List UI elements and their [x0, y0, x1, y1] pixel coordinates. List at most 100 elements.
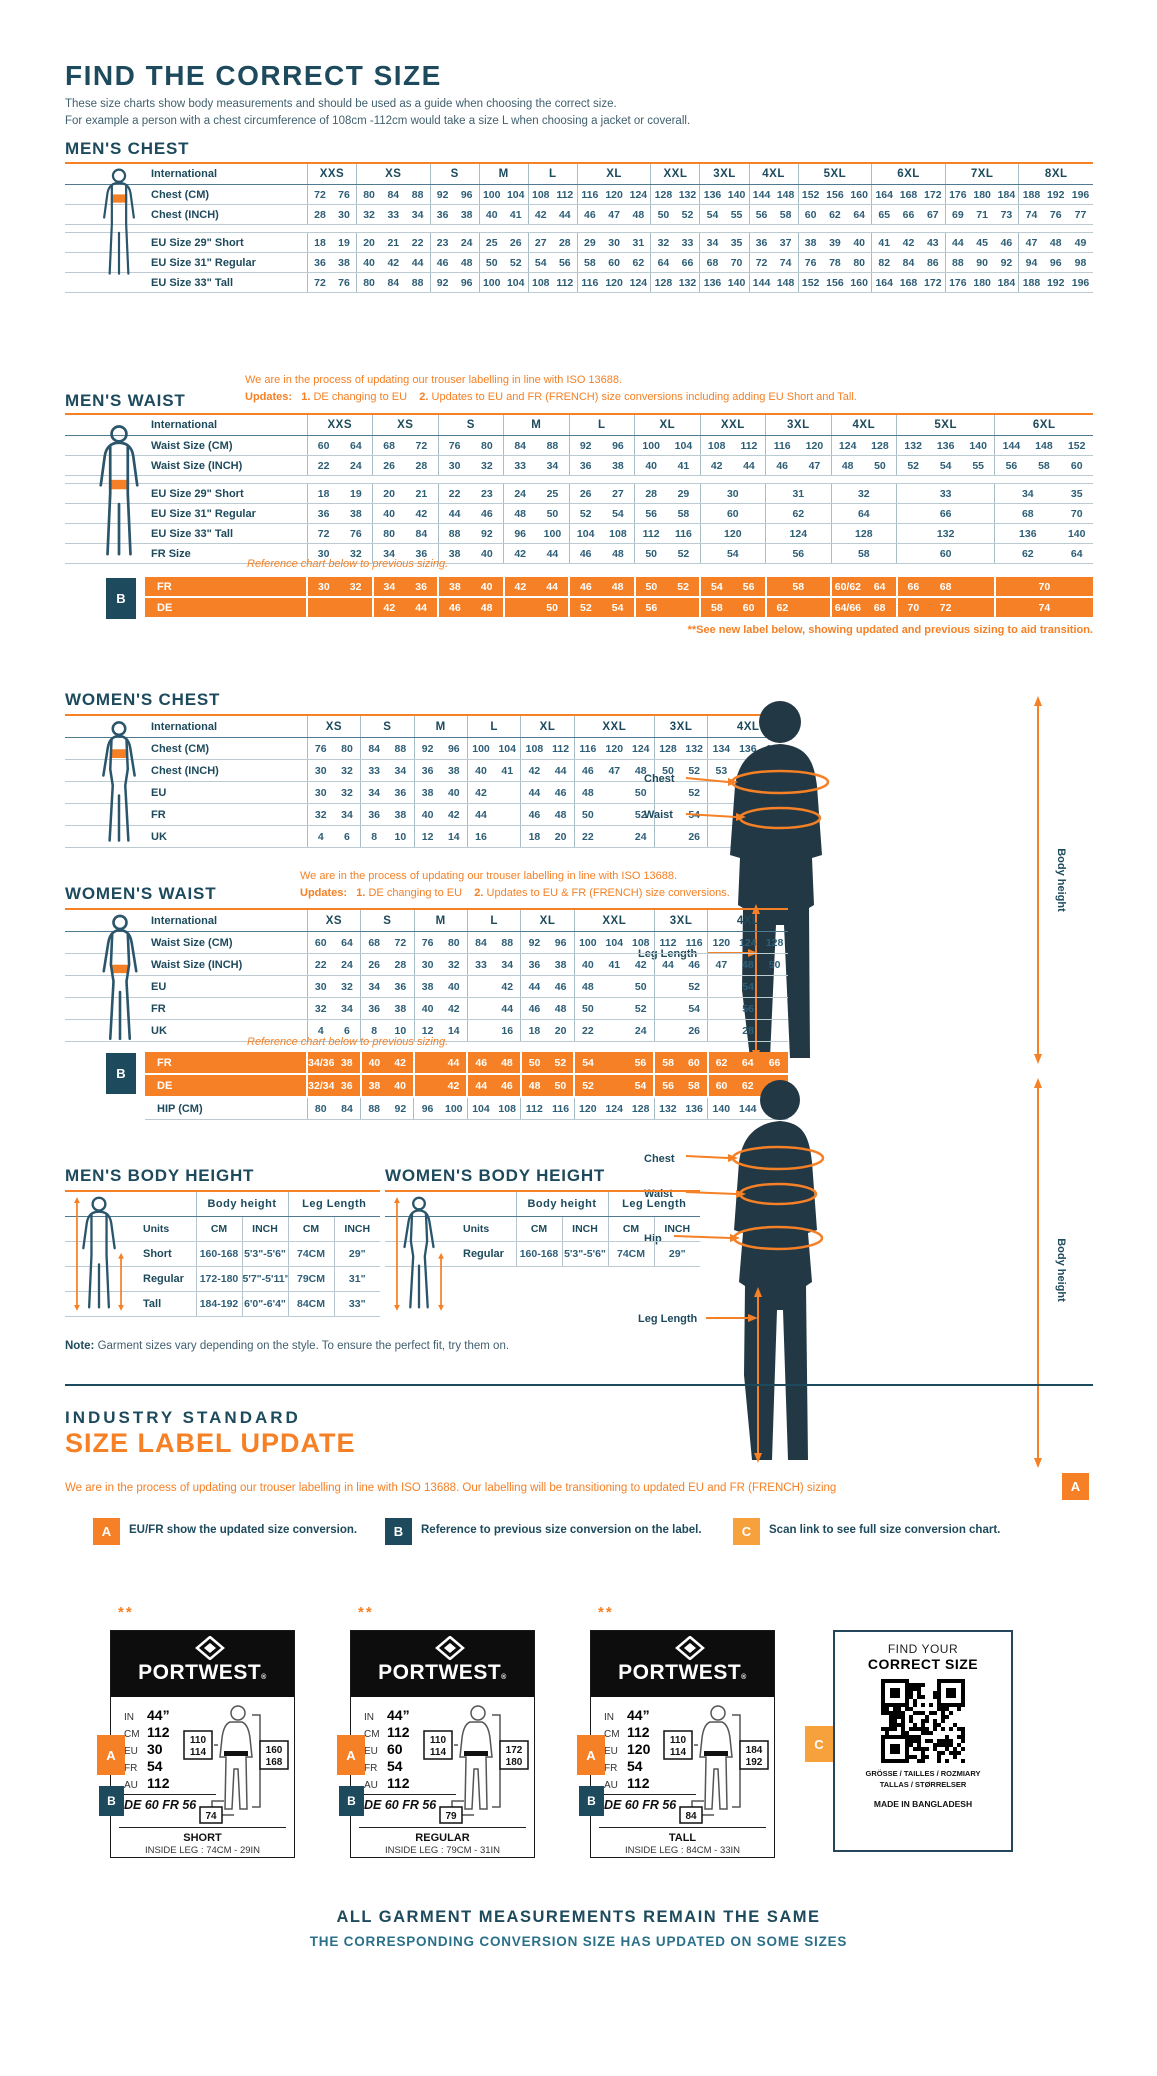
mens-height-figure-icon	[74, 1196, 124, 1311]
svg-text:Chest: Chest	[644, 1153, 675, 1165]
size-spec-list: IN 44” CM 112 EU 120 FR 54 AU 112 DE 60 FR 56	[604, 1707, 696, 1812]
legend-text-b: Reference to previous size conversion on…	[421, 1524, 702, 1536]
table-row: EU Size 33" Tall 72 76 80 84 88 92 96 100 104 108 1…	[65, 523, 1094, 544]
qr-panel: FIND YOUR CORRECT SIZE GRÖSSE / TAILLES …	[833, 1630, 1013, 1852]
card-badge-a: A	[337, 1735, 365, 1775]
legend-text-c: Scan link to see full size conversion ch…	[769, 1524, 1001, 1536]
table-row: Waist Size (CM) 60 64 68 72 76 80 84 88 92 96 100 10…	[65, 435, 1094, 456]
svg-text:114: 114	[430, 1747, 447, 1758]
svg-text:84: 84	[685, 1811, 697, 1822]
mens-chest-title: MEN'S CHEST	[65, 139, 190, 158]
legend-badge-b: B	[385, 1518, 412, 1545]
card-separator	[359, 1827, 526, 1828]
womens-waist-table: International XS S M L XL XXL 3XL 4XL Waist Size …	[65, 908, 788, 1042]
size-spec-list: IN 44” CM 112 EU 60 FR 54 AU 112 DE 60 FR 56	[364, 1707, 456, 1812]
svg-text:Body height: Body height	[1055, 848, 1067, 912]
table-header-row: Body height Leg Length	[65, 1191, 380, 1217]
table-row: Chest (CM) 72 76 80 84 88 92 96 100 104 108 112 116 1…	[65, 184, 1093, 205]
previous-sizing: DE 60 FR 56	[604, 1798, 677, 1812]
svg-text:110: 110	[190, 1735, 207, 1746]
svg-text:192: 192	[746, 1757, 763, 1768]
portwest-logo-bar: PORTWEST®	[591, 1631, 774, 1697]
womens-waist-figure-icon	[102, 914, 138, 1041]
table-row: Chest (INCH) 28 30 32 33 34 36 38 40 41 42 44 46 47 48…	[65, 204, 1093, 225]
svg-text:Body height: Body height	[1055, 1238, 1067, 1302]
table-row: Waist Size (INCH) 22 24 26 28 30 32 33 34 36 38 40 4…	[65, 953, 788, 976]
label-figure-sketch: 110 114 172 180 79	[423, 1705, 529, 1824]
table-row: EU Size 31" Regular 36 38 40 42 44 46 48 50 52 54 5…	[65, 503, 1094, 524]
badge-b-mens: B	[106, 578, 136, 619]
svg-text:110: 110	[670, 1735, 687, 1746]
section-divider	[65, 1384, 1093, 1386]
table-row: EU Size 33" Tall 72 76 80 84 88 92 96 100 104 108 1…	[65, 272, 1093, 293]
badge-c-qr: C	[805, 1726, 833, 1762]
table-header-row: International XXS XS S M L XL XXL 3XL 4XL 5XL 6XL 7X…	[65, 163, 1093, 185]
page-title: FIND THE CORRECT SIZE	[65, 60, 442, 91]
svg-text:74: 74	[205, 1811, 217, 1822]
portwest-diamond-icon	[195, 1636, 225, 1660]
table-row: DE 42 44 46 48 50 52 54 56 58 60 62 64/66 68 70 72 74	[145, 597, 1094, 619]
qr-languages: GRÖSSE / TAILLES / ROZMIARY TALLAS / STØ…	[865, 1769, 981, 1790]
brand-name: PORTWEST®	[378, 1661, 507, 1684]
table-row: EU Size 29" Short 18 19 20 21 22 23 24 25 26 27 28 2…	[65, 232, 1093, 253]
size-spec-list: IN 44” CM 112 EU 30 FR 54 AU 112 DE 60 FR 56	[124, 1707, 216, 1812]
table-row: Regular 160-168 5'3"-5'6" 74CM 29"	[385, 1241, 700, 1267]
svg-text:184: 184	[746, 1745, 763, 1756]
card-asterisks: **	[358, 1604, 374, 1621]
industry-kicker: INDUSTRY STANDARD	[65, 1408, 301, 1427]
industry-title: SIZE LABEL UPDATE	[65, 1428, 356, 1458]
intro-line-1: These size charts show body measurements…	[65, 98, 617, 110]
label-figure-sketch: 110 114 184 192 84	[663, 1705, 769, 1824]
svg-text:172: 172	[506, 1745, 523, 1756]
portwest-diamond-icon	[435, 1636, 465, 1660]
qr-code	[881, 1679, 965, 1763]
previous-sizing: DE 60 FR 56	[124, 1798, 197, 1812]
iso-note: We are in the process of updating our tr…	[245, 374, 623, 386]
footer-line-1: ALL GARMENT MEASUREMENTS REMAIN THE SAME	[336, 1908, 821, 1926]
portwest-logo-bar: PORTWEST®	[351, 1631, 534, 1697]
card-footer: TALL INSIDE LEG : 84CM - 33IN	[624, 1832, 741, 1856]
table-row: FR 30 32 34 36 38 40 42 44 46 48 50 52 54 56 58 60/62 64 6…	[145, 577, 1094, 598]
table-row: EU Size 29" Short 18 19 20 21 22 23 24 25 26 27 28 2…	[65, 483, 1094, 504]
legend-text-a: EU/FR show the updated size conversion.	[129, 1524, 358, 1536]
card-badge-a: A	[577, 1735, 605, 1775]
womens-chest-table: International XS S M L XL XXL 3XL 4XL Chest (CM) 7…	[65, 714, 788, 848]
svg-text:114: 114	[670, 1747, 687, 1758]
womens-waist-ref-note: Reference chart below to previous sizing…	[247, 1036, 449, 1048]
brand-name: PORTWEST®	[138, 1661, 267, 1684]
transition-footnote: **See new label below, showing updated a…	[687, 624, 1093, 636]
mens-waist-table: International XXS XS S M L XL XXL 3XL 4XL 5XL 6XL Wa…	[65, 413, 1094, 564]
card-badge-b: B	[579, 1786, 604, 1816]
legend-badge-a: A	[93, 1518, 120, 1545]
label-figure-sketch: 110 114 160 168 74	[183, 1705, 289, 1824]
svg-text:110: 110	[430, 1735, 447, 1746]
card-footer: SHORT INSIDE LEG : 74CM - 29IN	[144, 1832, 261, 1856]
card-badge-b: B	[339, 1786, 364, 1816]
svg-text:79: 79	[445, 1811, 457, 1822]
brand-name: PORTWEST®	[618, 1661, 747, 1684]
womens-waist-previous-sizing-table: FR 34/36 38 40 42 44 46 48 50 52 54 56 58 60 62 64 66 DE 3…	[145, 1052, 788, 1120]
card-footer: REGULAR INSIDE LEG : 79CM - 31IN	[384, 1832, 501, 1856]
card-badge-b: B	[99, 1786, 124, 1816]
iso-note-2: We are in the process of updating our tr…	[300, 870, 678, 882]
mens-chest-figure-icon	[103, 168, 135, 275]
mens-height-table: Body height Leg Length Units CM INCH CM INCH Sh…	[65, 1190, 380, 1317]
mens-waist-figure-icon	[99, 425, 139, 556]
qr-correct-size: CORRECT SIZE	[867, 1656, 979, 1672]
footer-line-2: THE CORRESPONDING CONVERSION SIZE HAS UP…	[309, 1934, 848, 1949]
card-separator	[599, 1827, 766, 1828]
intro-line-2: For example a person with a chest circum…	[65, 114, 691, 127]
womens-chest-title: WOMEN'S CHEST	[65, 690, 221, 709]
table-row: FR Size 30 32 34 36 38 40 42 44 46 48 50 52 54 56 58 60 6…	[65, 543, 1094, 564]
table-header-row: Body height Leg Length	[385, 1191, 700, 1217]
portwest-logo-bar: PORTWEST®	[111, 1631, 294, 1697]
table-row: Short 160-168 5'3"-5'6" 74CM 29"	[65, 1241, 380, 1267]
garment-note: Note: Garment sizes vary depending on th…	[65, 1340, 510, 1352]
mens-waist-title: MEN'S WAIST	[65, 391, 186, 410]
industry-paragraph: We are in the process of updating our tr…	[65, 1482, 837, 1494]
size-label-card-short: PORTWEST® IN 44” CM 112 EU 30 FR 54 AU 112 DE…	[97, 1630, 295, 1858]
womens-chest-figure-icon	[102, 721, 136, 842]
